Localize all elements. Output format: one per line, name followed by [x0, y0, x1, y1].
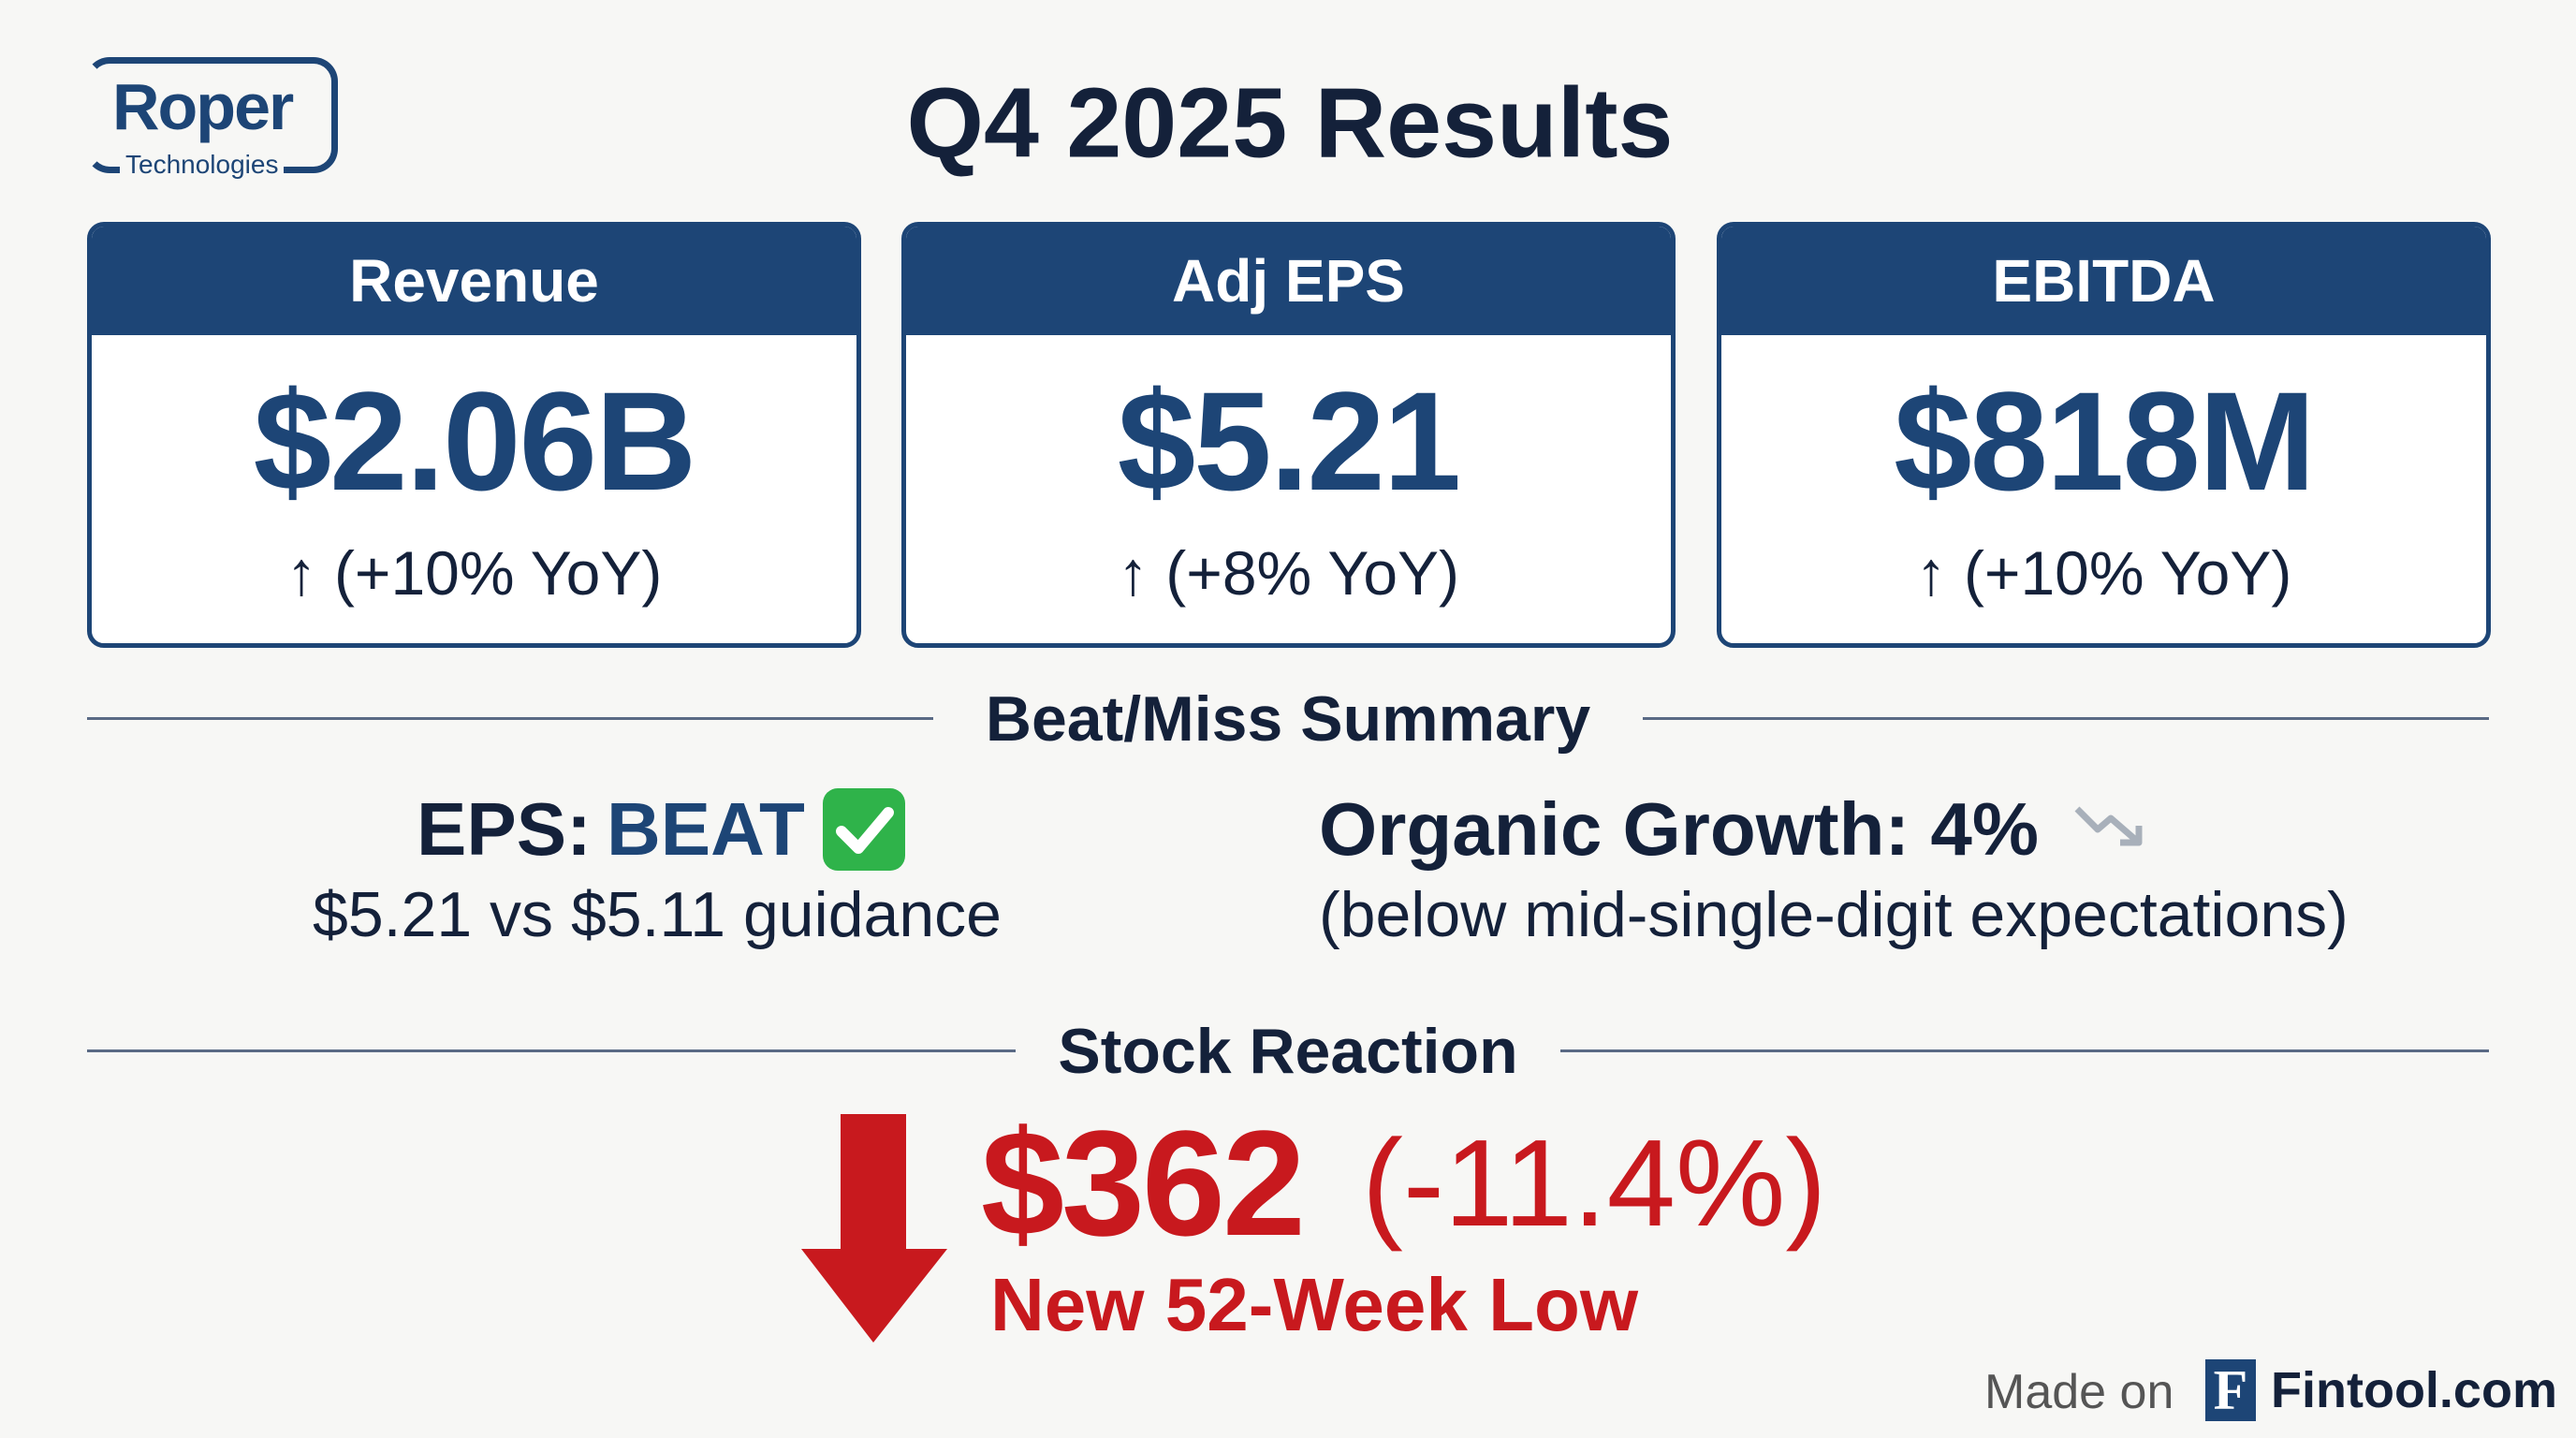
- metric-value: $5.21: [1117, 362, 1461, 520]
- footer-brand: Fintool.com: [2271, 1362, 2557, 1418]
- stock-change: (-11.4%): [1362, 1114, 1827, 1252]
- stock-note: New 52-Week Low: [990, 1263, 1639, 1346]
- metric-change: ↑ (+8% YoY): [1117, 538, 1460, 608]
- divider: [1643, 717, 2489, 720]
- check-icon: [823, 788, 905, 871]
- metric-change: ↑ (+10% YoY): [1915, 538, 2292, 608]
- organic-label: Organic Growth: 4%: [1319, 787, 2039, 871]
- divider: [87, 717, 933, 720]
- down-arrow: [801, 1114, 947, 1343]
- metric-change: ↑ (+10% YoY): [285, 538, 663, 608]
- divider: [1560, 1049, 2489, 1052]
- metric-value: $2.06B: [253, 362, 697, 520]
- eps-label: EPS:: [417, 787, 592, 871]
- metric-label: Adj EPS: [906, 227, 1671, 335]
- section-title: Stock Reaction: [1058, 1016, 1518, 1087]
- divider: [87, 1049, 1016, 1052]
- metric-card: Adj EPS $5.21 ↑ (+8% YoY): [901, 222, 1676, 648]
- organic-detail: (below mid-single-digit expectations): [1319, 879, 2349, 950]
- footer-made-on: Made on: [1984, 1365, 2174, 1419]
- eps-detail: $5.21 vs $5.11 guidance: [313, 879, 1002, 950]
- metric-label: Revenue: [92, 227, 856, 335]
- metric-label: EBITDA: [1721, 227, 2486, 335]
- footer-logo: F: [2205, 1359, 2256, 1421]
- logo-name: Roper: [112, 70, 294, 143]
- title: Q4 2025 Results: [906, 67, 1674, 179]
- eps-status: BEAT: [607, 787, 805, 871]
- logo-sub: Technologies: [120, 150, 285, 180]
- stock-price: $362: [981, 1099, 1306, 1267]
- trend-icon: [2074, 806, 2143, 846]
- metric-card: EBITDA $818M ↑ (+10% YoY): [1717, 222, 2491, 648]
- metric-card: Revenue $2.06B ↑ (+10% YoY): [87, 222, 861, 648]
- metric-value: $818M: [1894, 362, 2316, 520]
- section-title: Beat/Miss Summary: [985, 683, 1591, 755]
